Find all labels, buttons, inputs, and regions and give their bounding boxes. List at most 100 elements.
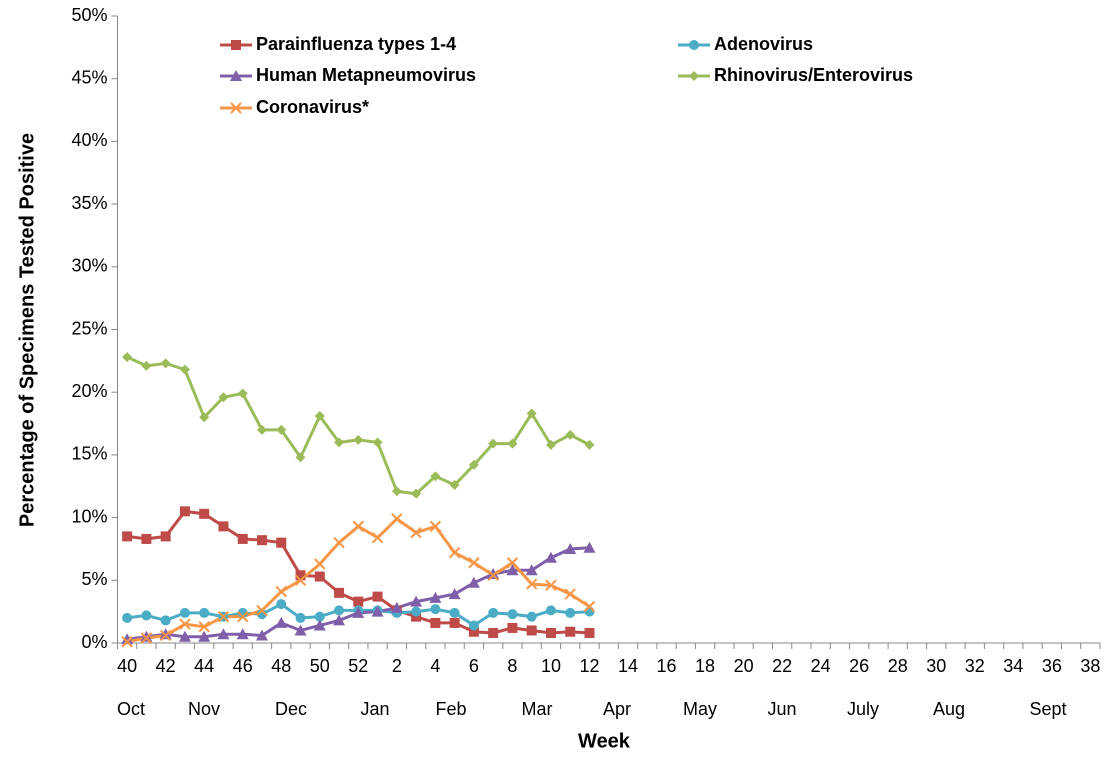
- marker: [507, 622, 518, 633]
- marker: [276, 537, 287, 548]
- marker: [430, 471, 441, 482]
- marker: [487, 569, 499, 581]
- marker: [333, 614, 346, 626]
- marker: [689, 71, 699, 81]
- x-tick-label: 42: [156, 656, 176, 676]
- marker: [526, 625, 537, 636]
- marker: [140, 632, 153, 644]
- x-tick-label: 30: [926, 656, 946, 676]
- marker: [467, 576, 480, 588]
- marker: [564, 588, 576, 600]
- marker: [122, 612, 133, 623]
- marker: [314, 611, 325, 622]
- marker: [334, 605, 345, 616]
- marker: [237, 533, 248, 544]
- x-axis-title: Week: [578, 730, 631, 752]
- marker: [526, 611, 537, 622]
- month-label: Dec: [275, 699, 307, 719]
- y-tick-label: 40%: [71, 130, 107, 150]
- x-tick-label: 18: [695, 656, 715, 676]
- x-tick-label: 10: [541, 656, 561, 676]
- month-label: Jun: [767, 699, 796, 719]
- marker: [564, 542, 577, 554]
- marker: [525, 578, 538, 590]
- marker: [584, 439, 595, 450]
- month-label: May: [683, 699, 717, 719]
- x-tick-label: 4: [430, 656, 440, 676]
- marker: [294, 574, 307, 587]
- x-tick-label: 22: [772, 656, 792, 676]
- marker: [218, 392, 229, 403]
- marker: [141, 360, 152, 371]
- marker: [583, 541, 596, 553]
- marker: [352, 520, 365, 533]
- y-tick-label: 25%: [71, 318, 107, 338]
- marker: [179, 364, 190, 375]
- x-tick-label: 6: [469, 656, 479, 676]
- x-tick-label: 32: [965, 656, 985, 676]
- marker: [334, 437, 345, 448]
- marker: [545, 579, 557, 592]
- y-tick-label: 10%: [71, 506, 107, 526]
- month-label: Nov: [188, 699, 220, 719]
- x-tick-label: 24: [811, 656, 831, 676]
- marker: [295, 612, 306, 623]
- marker: [391, 486, 402, 497]
- marker: [218, 521, 229, 532]
- marker: [231, 40, 241, 50]
- x-tick-label: 38: [1080, 656, 1100, 676]
- x-tick-label: 26: [849, 656, 869, 676]
- marker: [448, 588, 461, 600]
- marker: [140, 630, 153, 642]
- marker: [487, 568, 500, 580]
- x-tick-label: 50: [310, 656, 330, 676]
- marker: [371, 531, 384, 544]
- marker: [584, 627, 595, 638]
- marker: [468, 557, 480, 569]
- marker: [449, 479, 460, 490]
- marker: [217, 628, 230, 640]
- month-label: Apr: [603, 699, 631, 719]
- marker: [198, 630, 211, 642]
- y-tick-label: 35%: [71, 193, 107, 213]
- month-label: July: [847, 699, 879, 719]
- marker: [410, 595, 423, 607]
- marker: [199, 607, 210, 618]
- marker: [276, 424, 287, 435]
- marker: [256, 604, 268, 617]
- marker: [121, 636, 133, 648]
- x-tick-label: 36: [1042, 656, 1062, 676]
- marker: [411, 488, 422, 499]
- y-tick-label: 15%: [71, 444, 107, 464]
- month-label: Feb: [435, 699, 466, 719]
- marker: [468, 620, 479, 631]
- y-tick-label: 5%: [81, 569, 107, 589]
- marker: [141, 533, 152, 544]
- marker: [391, 513, 403, 525]
- marker: [565, 429, 576, 440]
- marker: [217, 610, 230, 623]
- marker: [295, 570, 306, 581]
- marker: [276, 599, 287, 610]
- x-tick-label: 20: [734, 656, 754, 676]
- marker: [411, 606, 422, 617]
- marker: [275, 616, 288, 628]
- month-label: Aug: [933, 699, 965, 719]
- marker: [544, 551, 557, 563]
- series-line: [126, 355, 591, 496]
- x-tick-label: 52: [348, 656, 368, 676]
- x-tick-label: 48: [271, 656, 291, 676]
- legend-label: Human Metapneumovirus: [256, 65, 476, 85]
- marker: [160, 358, 171, 369]
- marker: [198, 620, 210, 633]
- marker: [256, 424, 267, 435]
- marker: [448, 547, 461, 559]
- marker: [468, 626, 479, 637]
- y-tick-label: 0%: [81, 632, 107, 652]
- marker: [689, 40, 699, 50]
- marker: [313, 619, 326, 631]
- marker: [584, 606, 595, 617]
- marker: [237, 388, 248, 399]
- month-label: Sept: [1029, 699, 1066, 719]
- marker: [583, 600, 596, 613]
